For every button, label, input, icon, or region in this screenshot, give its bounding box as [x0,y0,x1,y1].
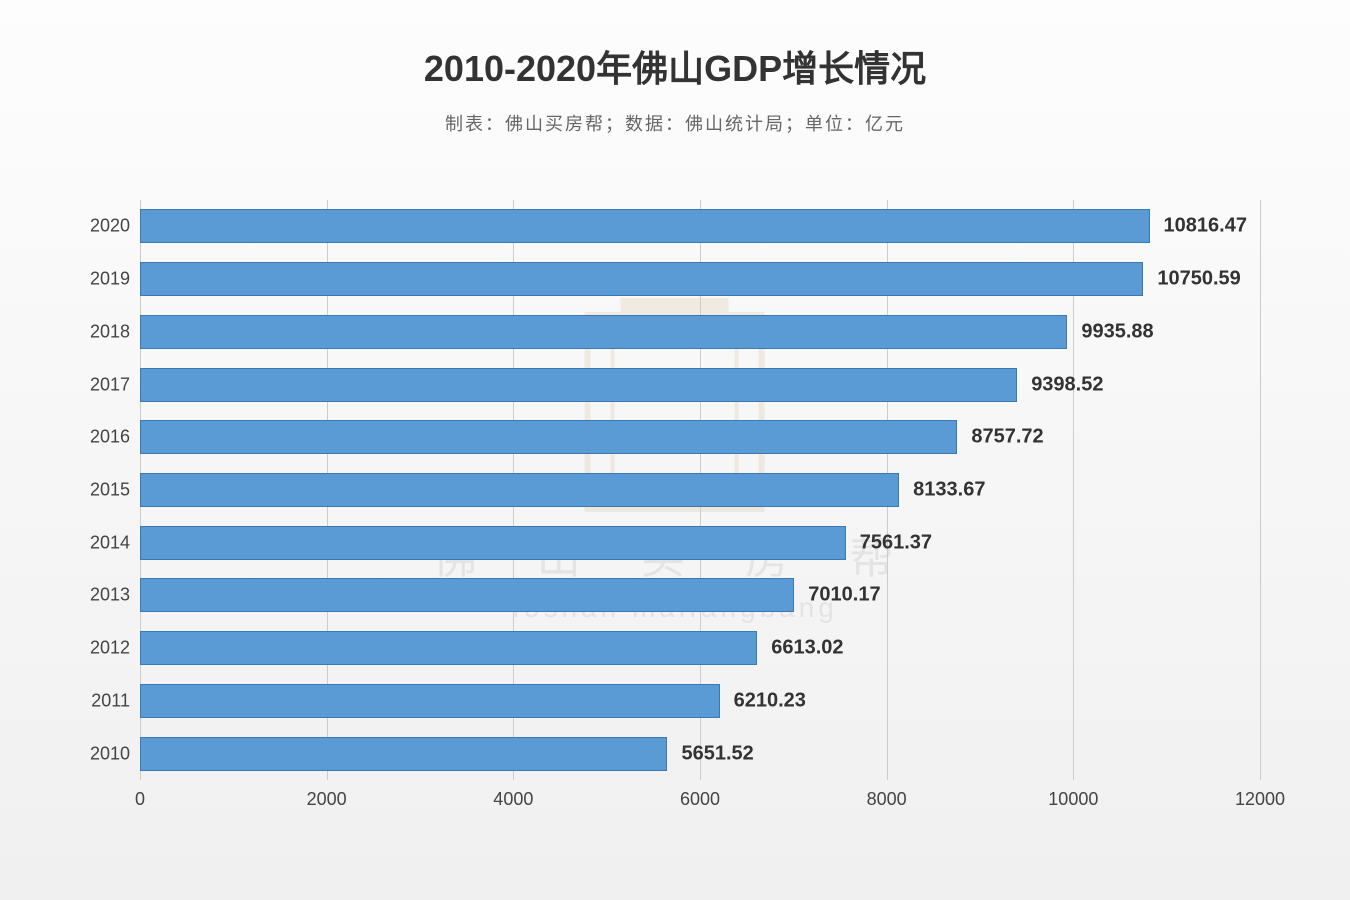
y-tick-label: 2011 [70,690,130,711]
bar-value-label: 6613.02 [771,637,843,660]
y-tick-label: 2015 [70,480,130,501]
bar-value-label: 6210.23 [734,689,806,712]
bar [140,368,1017,402]
y-tick-label: 2012 [70,638,130,659]
bar [140,684,720,718]
x-tick-label: 12000 [1235,789,1285,810]
bar [140,737,667,771]
bar [140,631,757,665]
bar [140,315,1067,349]
bar-value-label: 5651.52 [681,742,753,765]
y-tick-label: 2010 [70,743,130,764]
y-tick-label: 2017 [70,374,130,395]
y-tick-label: 2019 [70,269,130,290]
bar-value-label: 9398.52 [1031,373,1103,396]
x-tick-label: 0 [135,789,145,810]
bar-value-label: 7010.17 [808,584,880,607]
y-tick-label: 2020 [70,216,130,237]
bar [140,526,846,560]
y-tick-label: 2013 [70,585,130,606]
chart-title: 2010-2020年佛山GDP增长情况 [40,40,1310,92]
bar [140,262,1143,296]
chart-container: 2010-2020年佛山GDP增长情况 制表：佛山买房帮；数据：佛山统计局；单位… [0,0,1350,900]
y-tick-label: 2016 [70,427,130,448]
plot-area: 020004000600080001000012000202010816.472… [140,200,1260,820]
bar [140,209,1150,243]
bar-value-label: 8757.72 [971,426,1043,449]
bar-value-label: 8133.67 [913,479,985,502]
bar [140,578,794,612]
bar [140,473,899,507]
x-tick-label: 6000 [680,789,720,810]
x-tick-label: 4000 [493,789,533,810]
x-tick-label: 8000 [867,789,907,810]
bar-value-label: 9935.88 [1081,320,1153,343]
y-tick-label: 2014 [70,532,130,553]
grid-line [1260,200,1261,780]
bar-value-label: 10816.47 [1164,215,1247,238]
bar-value-label: 10750.59 [1157,268,1240,291]
x-tick-label: 2000 [307,789,347,810]
x-tick-label: 10000 [1048,789,1098,810]
bar-value-label: 7561.37 [860,531,932,554]
y-tick-label: 2018 [70,321,130,342]
chart-subtitle: 制表：佛山买房帮；数据：佛山统计局；单位：亿元 [40,110,1310,136]
bar [140,420,957,454]
